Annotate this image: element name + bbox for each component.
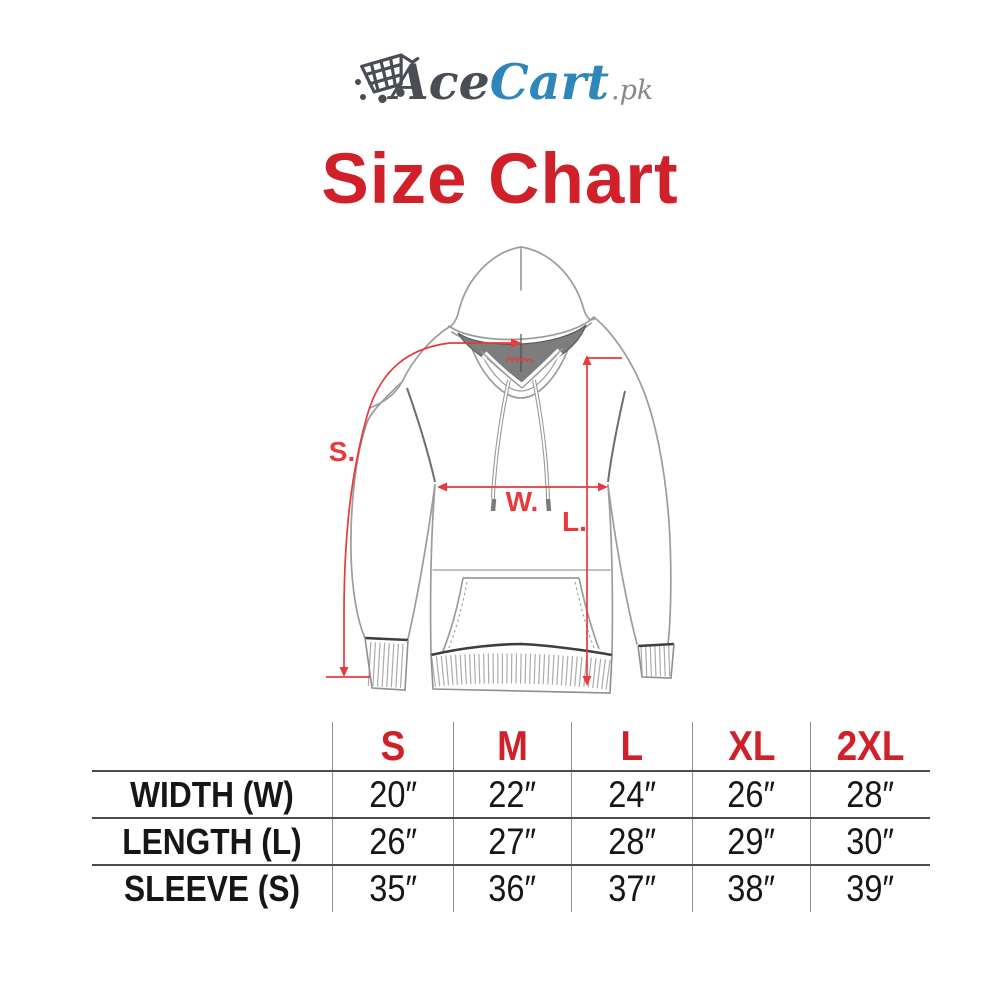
column-header-m: M [453,722,571,770]
shopping-cart-icon [354,53,420,104]
sleeve-xl: 38″ [692,866,810,912]
table-row-sleeve: SLEEVE (S) 35″ 36″ 37″ 38″ 39″ [92,866,930,912]
hood-brand-squiggle [506,356,534,364]
empty-corner-cell [92,722,332,770]
length-2xl: 30″ [810,819,930,864]
drawstrings [490,379,552,512]
table-header-row: S M L XL 2XL [92,722,930,772]
table-row-width: WIDTH (W) 20″ 22″ 24″ 26″ 28″ [92,772,930,819]
length-measure-label: L. [562,506,587,537]
row-label-width: WIDTH (W) [130,773,294,815]
row-label-length: LENGTH (L) [122,820,302,862]
column-header-label: XL [727,722,776,769]
collar-trim [480,347,564,390]
page-title: Size Chart [321,140,679,219]
width-s: 20″ [332,772,453,817]
column-header-2xl: 2XL [810,722,930,770]
sleeve-m: 36″ [453,866,571,912]
measurement-annotations [326,338,622,686]
hoodie-outline [350,246,672,656]
size-table: S M L XL 2XL WIDTH (W) 20″ 22″ 24″ 26″ 2… [92,722,930,912]
hem-ribbing [430,642,613,694]
cuff-ribbing [364,636,675,691]
hood-interior [457,324,587,387]
column-header-label: M [497,722,528,769]
sleeve-l: 37″ [571,866,692,912]
width-measure-label: W. [506,486,539,517]
length-xl: 29″ [692,819,810,864]
table-row-length: LENGTH (L) 26″ 27″ 28″ 29″ 30″ [92,819,930,866]
length-m: 27″ [453,819,571,864]
logo: AceCart.pk [0,42,1000,122]
length-s: 26″ [332,819,453,864]
brand-part2: Cart [489,53,609,111]
logo-inner: AceCart.pk [347,42,653,122]
column-header-label: S [380,722,406,769]
width-xl: 26″ [692,772,810,817]
brand-wordmark: AceCart.pk [391,42,653,107]
column-header-l: L [571,722,692,770]
width-l: 24″ [571,772,692,817]
sleeve-measure-label: S. [329,436,355,467]
sleeve-2xl: 39″ [810,866,930,912]
hoodie-diagram: S. W. L. [326,246,675,694]
brand-part1: Ace [390,53,490,111]
width-2xl: 28″ [810,772,930,817]
column-header-xl: XL [692,722,810,770]
kangaroo-pocket [442,577,600,652]
length-l: 28″ [571,819,692,864]
sleeve-s: 35″ [332,866,453,912]
row-label-sleeve: SLEEVE (S) [123,868,301,909]
width-m: 22″ [453,772,571,817]
column-header-s: S [332,722,453,770]
column-header-label: 2XL [836,722,905,769]
column-header-label: L [620,722,644,769]
raglan-seams [406,387,626,483]
brand-suffix: .pk [611,75,654,106]
